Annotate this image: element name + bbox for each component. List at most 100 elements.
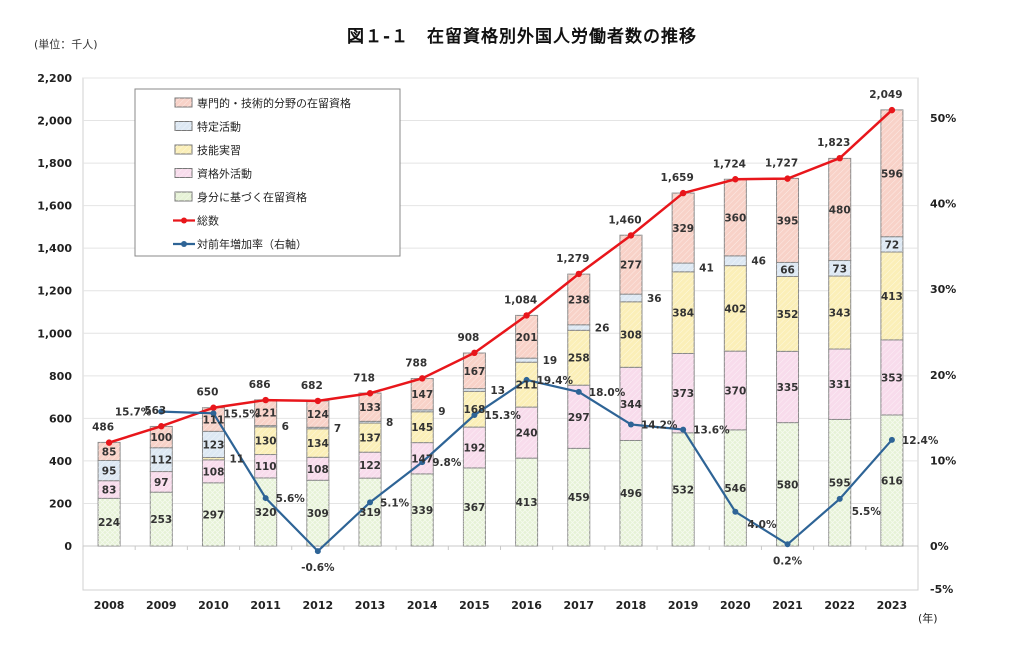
segment-label: 7 (334, 423, 341, 435)
total-point (784, 175, 791, 182)
segment-label: 137 (359, 433, 381, 445)
legend: 専門的・技術的分野の在留資格特定活動技能実習資格外活動身分に基づく在留資格総数対… (134, 88, 401, 257)
total-label: 2,049 (869, 89, 902, 101)
growth-label: 5.6% (276, 493, 306, 505)
segment-label: 147 (411, 389, 433, 401)
bar-pattern (567, 385, 590, 449)
y-axis-right: -5% 0% 10% 20% 30% 40% 50% (930, 112, 956, 596)
segment-label: 97 (154, 477, 169, 489)
y-tick-label: 1,800 (37, 157, 72, 170)
x-tick-label: 2012 (303, 599, 334, 612)
growth-label: 15.5% (223, 408, 260, 420)
bar-pattern (98, 442, 121, 461)
total-point (262, 396, 269, 404)
segment-label: 395 (777, 215, 799, 227)
segment-label: 367 (463, 502, 485, 514)
bar-pattern (776, 276, 799, 352)
y2-tick-label: 20% (930, 369, 956, 382)
y-tick-label: 1,400 (37, 242, 72, 255)
total-point (888, 106, 896, 114)
growth-label: 0.2% (773, 555, 803, 567)
growth-label: 9.8% (432, 457, 462, 469)
bar-pattern (724, 351, 747, 430)
y-tick-label: 0 (64, 540, 72, 553)
legend-label: 身分に基づく在留資格 (197, 190, 307, 204)
growth-point (158, 408, 165, 415)
segment-label: 329 (672, 223, 694, 235)
legend-swatch-pattern (175, 145, 192, 154)
growth-label: 18.0% (589, 387, 626, 399)
bar-pattern (202, 457, 225, 460)
segment-label: 192 (463, 443, 485, 455)
y-tick-label: 400 (49, 455, 72, 468)
segment-label: 168 (463, 404, 485, 416)
legend-label: 特定活動 (197, 120, 241, 134)
bar-pattern (202, 431, 225, 458)
bar-pattern (880, 236, 903, 253)
segment-label: 384 (672, 308, 694, 320)
segment-label: 122 (359, 460, 381, 472)
segment-label: 238 (568, 294, 590, 306)
segment-label: 8 (386, 417, 393, 429)
bar-pattern (828, 349, 851, 420)
segment-label: 309 (307, 508, 329, 520)
bar-pattern (463, 388, 486, 392)
bar-pattern (567, 448, 590, 546)
x-tick-label: 2014 (407, 599, 438, 612)
legend-swatch-pattern (175, 192, 192, 201)
legend-label: 専門的・技術的分野の在留資格 (197, 96, 351, 110)
segment-label: 343 (829, 308, 851, 320)
growth-label: 15.7% (115, 407, 152, 419)
y-tick-label: 1,000 (37, 327, 72, 340)
bar-pattern (515, 362, 538, 408)
total-label: 486 (92, 422, 114, 434)
bar-pattern (463, 391, 486, 428)
legend-label: 技能実習 (197, 143, 241, 157)
segment-label: 100 (150, 432, 172, 444)
bar-pattern (359, 393, 382, 422)
segment-label: 459 (568, 492, 590, 504)
x-tick-label: 2020 (720, 599, 751, 612)
growth-point (732, 508, 739, 515)
total-point (732, 176, 739, 183)
bar-pattern (150, 426, 173, 448)
total-label: 1,279 (556, 253, 589, 265)
segment-label: 353 (881, 372, 903, 384)
segment-label: 308 (620, 330, 642, 342)
chart-title: 図１-１ 在留資格別外国人労働者数の推移 (346, 27, 698, 47)
segment-label: 373 (672, 388, 694, 400)
growth-label: 4.0% (747, 519, 777, 531)
bar-pattern (150, 492, 173, 546)
x-tick-label: 2021 (772, 599, 803, 612)
segment-label: 224 (98, 517, 120, 529)
growth-point (784, 541, 791, 548)
growth-point (314, 548, 321, 555)
bar-pattern (567, 274, 590, 325)
segment-label: 121 (255, 408, 277, 420)
bar-pattern (411, 378, 434, 410)
bar-pattern (306, 400, 329, 428)
x-tick-label: 2017 (563, 599, 594, 612)
segment-label: 480 (829, 204, 851, 216)
segment-label: 145 (411, 422, 433, 434)
total-label: 788 (405, 357, 427, 369)
bar-pattern (202, 482, 225, 546)
growth-point (836, 495, 843, 502)
segment-label: 123 (203, 439, 225, 451)
x-tick-label: 2013 (355, 599, 386, 612)
bar-pattern (359, 421, 382, 424)
segment-label: 110 (255, 461, 277, 473)
growth-point (210, 410, 217, 417)
bar-pattern (254, 399, 277, 426)
data-labels: 2248395852539711210029710811123111320110… (92, 89, 939, 574)
segment-label: 413 (516, 497, 538, 509)
total-label: 1,084 (504, 294, 537, 306)
y2-tick-label: 10% (930, 454, 956, 467)
segment-label: 297 (203, 509, 225, 521)
x-tick-label: 2010 (198, 599, 229, 612)
legend-swatch-pattern (175, 168, 192, 178)
growth-label: 15.3% (484, 410, 521, 422)
segment-label: 595 (829, 478, 851, 490)
x-tick-label: 2023 (877, 599, 908, 612)
segment-label: 6 (282, 421, 289, 433)
